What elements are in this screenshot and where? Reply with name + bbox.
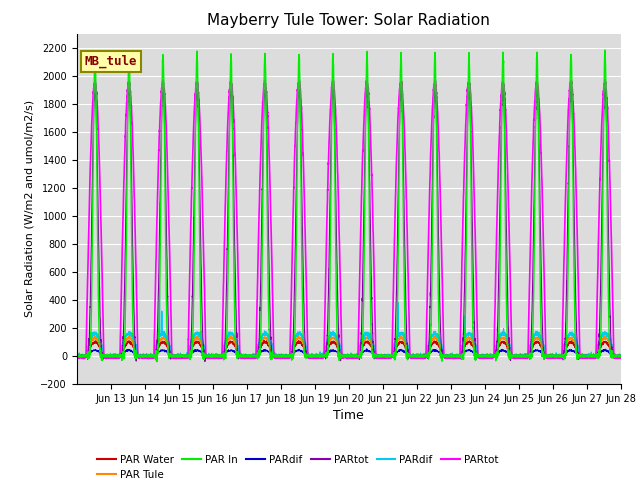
Title: Mayberry Tule Tower: Solar Radiation: Mayberry Tule Tower: Solar Radiation [207,13,490,28]
Legend: PAR Water, PAR Tule, PAR In, PARdif, PARtot, PARdif, PARtot: PAR Water, PAR Tule, PAR In, PARdif, PAR… [93,450,502,480]
Text: MB_tule: MB_tule [85,55,138,69]
Y-axis label: Solar Radiation (W/m2 and umol/m2/s): Solar Radiation (W/m2 and umol/m2/s) [25,100,35,317]
X-axis label: Time: Time [333,409,364,422]
